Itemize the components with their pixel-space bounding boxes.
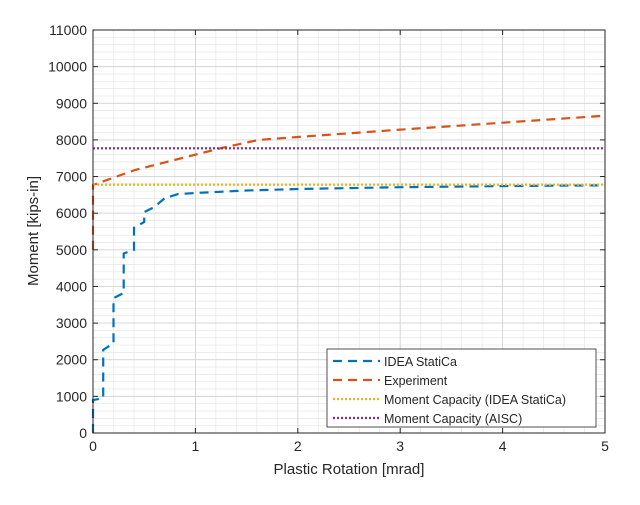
y-tick-label: 2000 [56,352,87,368]
y-tick-label: 11000 [49,22,87,38]
y-tick-label: 9000 [56,95,87,111]
y-tick-label: 0 [79,425,87,441]
x-tick-label: 2 [294,438,302,454]
ticks: 0 1 2 3 4 5 0 1000 2000 3000 4000 5000 6000 7000 8000 9… [48,22,609,454]
series-line-idea-statica [91,184,606,433]
legend-label-idea-statica: IDEA StatiCa [384,355,457,369]
y-tick-label: 8000 [56,132,87,148]
legend-label-moment-capacity-idea-statica: Moment Capacity (IDEA StatiCa) [384,393,566,407]
y-tick-label: 5000 [56,242,87,258]
x-tick-label: 1 [192,438,200,454]
y-tick-label: 3000 [56,315,87,331]
y-tick-label: 7000 [56,169,87,185]
series-line-experiment [91,114,606,250]
y-tick-label: 6000 [56,205,87,221]
x-tick-label: 0 [89,438,97,454]
x-axis-label: Plastic Rotation [mrad] [274,461,425,478]
axes-box [92,29,606,434]
x-tick-label: 3 [396,438,404,454]
y-axis-label: Moment [kips-in] [25,176,42,286]
x-tick-label: 5 [601,438,609,454]
legend-label-experiment: Experiment [384,374,448,388]
series-group [91,114,606,433]
y-tick-label: 1000 [56,388,87,404]
x-tick-label: 4 [499,438,507,454]
legend-label-moment-capacity-aisc: Moment Capacity (AISC) [384,412,522,426]
legend: IDEA StatiCa Experiment Moment Capacity (I… [326,348,597,428]
y-tick-label: 10000 [48,59,87,75]
y-tick-label: 4000 [56,278,87,294]
